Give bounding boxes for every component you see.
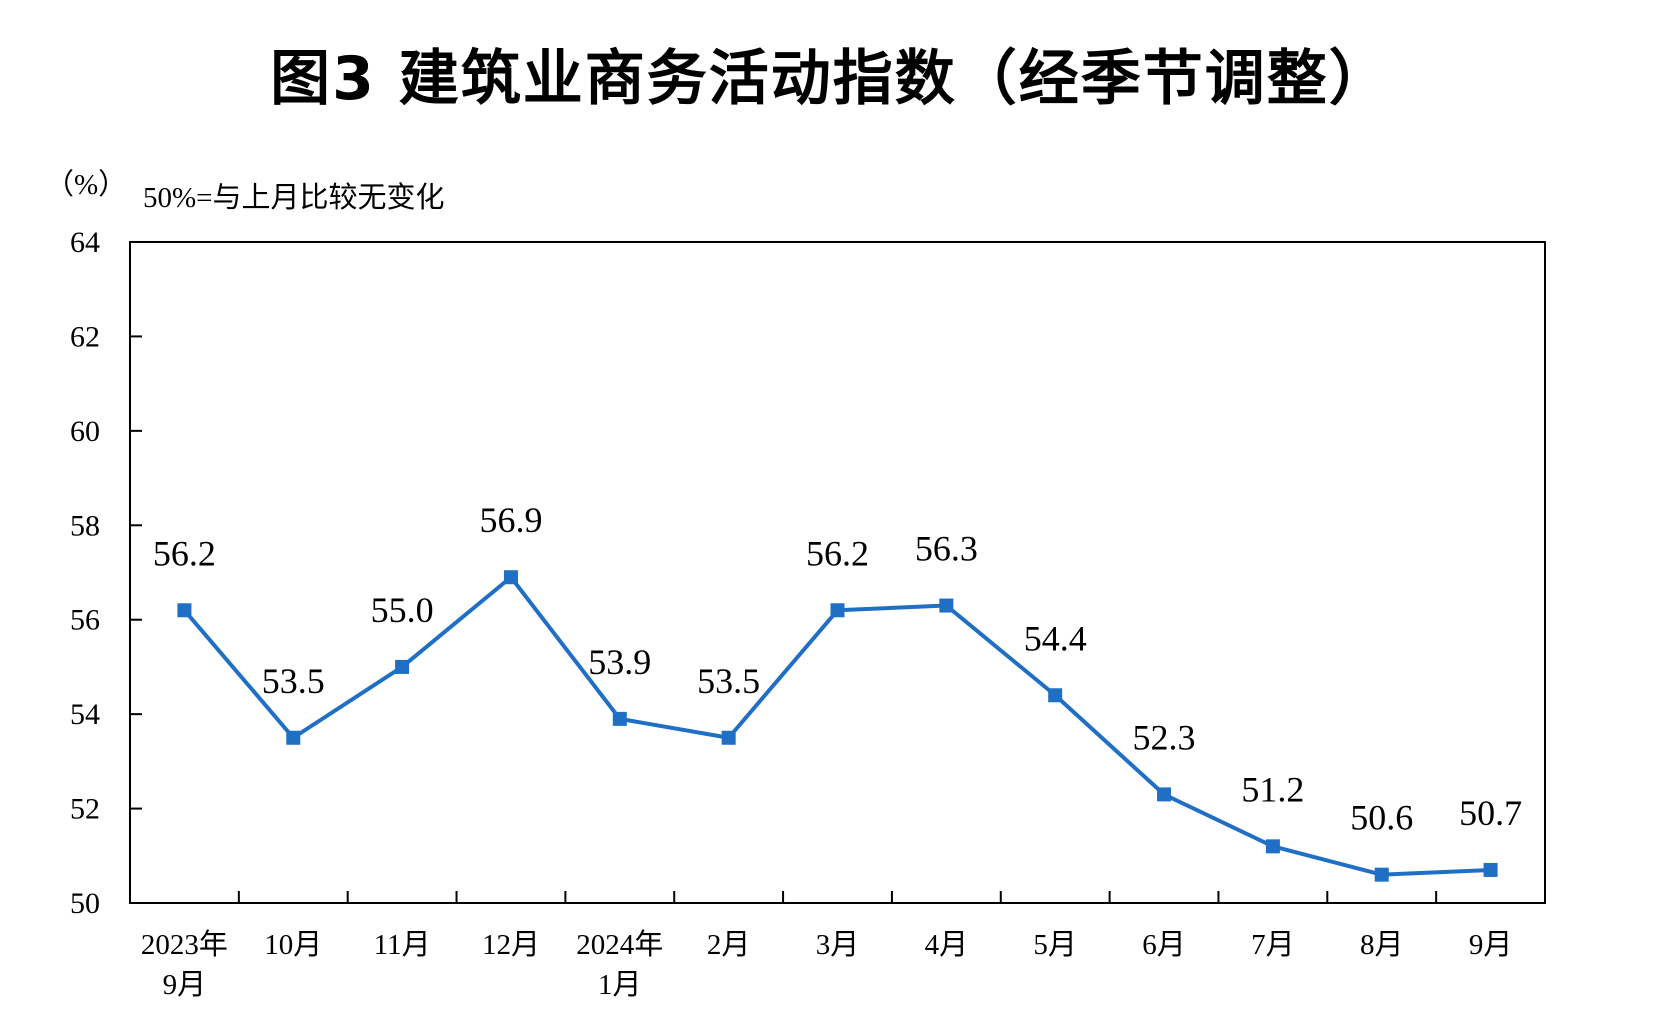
x-tick-label: 8月 <box>1360 929 1404 961</box>
series-markers <box>177 570 1498 882</box>
x-tick-label: 2023年 <box>141 928 228 961</box>
y-tick-label: 50 <box>70 887 100 920</box>
x-tick-label: 7月 <box>1251 929 1295 961</box>
data-value-label: 55.0 <box>371 590 434 630</box>
data-point-marker <box>1265 839 1280 854</box>
y-tick-label: 64 <box>70 226 100 259</box>
data-point-marker <box>1374 867 1389 882</box>
data-point-marker <box>1483 862 1498 877</box>
data-value-label: 56.3 <box>915 529 978 569</box>
x-tick-label: 12月 <box>482 929 540 961</box>
data-point-marker <box>503 570 518 585</box>
data-point-marker <box>1048 688 1063 703</box>
data-point-marker <box>939 598 954 613</box>
x-tick-label: 3月 <box>816 929 860 961</box>
x-tick-label: 9月 <box>1469 929 1513 961</box>
y-tick-label: 62 <box>70 320 100 353</box>
data-point-marker <box>830 603 845 618</box>
x-tick-label: 5月 <box>1033 929 1077 961</box>
data-value-label: 54.4 <box>1024 618 1087 658</box>
x-tick-label: 4月 <box>925 929 969 961</box>
x-tick-label: 6月 <box>1142 929 1186 961</box>
x-tick-label: 9月 <box>163 969 207 1001</box>
y-tick-label: 52 <box>70 793 100 826</box>
x-tick-label: 2024年 <box>576 928 663 961</box>
data-value-label: 50.7 <box>1459 793 1522 833</box>
baseline-annotation: 50%=与上月比较无变化 <box>143 181 445 214</box>
y-tick-label: 56 <box>70 604 100 637</box>
data-value-label: 53.5 <box>697 661 760 701</box>
x-tick-label: 11月 <box>374 929 431 961</box>
plot-area-frame <box>129 241 1546 904</box>
x-tick-label: 10月 <box>264 929 322 961</box>
data-point-marker <box>612 711 627 726</box>
y-axis: 50 52 54 56 58 60 62 64 <box>70 226 142 920</box>
data-value-label: 56.2 <box>806 533 869 573</box>
data-point-marker <box>721 730 736 745</box>
x-tick-label: 1月 <box>598 969 642 1001</box>
y-tick-label: 54 <box>70 698 100 731</box>
data-point-marker <box>395 659 410 674</box>
data-point-marker <box>177 603 192 618</box>
x-tick-label: 2月 <box>707 929 751 961</box>
data-labels: 56.2 53.5 55.0 56.9 53.9 53.5 56.2 56.3 54.4 52.3… <box>153 500 1522 837</box>
data-value-label: 53.9 <box>588 642 651 682</box>
y-tick-label: 58 <box>70 509 100 542</box>
data-value-label: 53.5 <box>262 661 325 701</box>
data-value-label: 56.2 <box>153 533 216 573</box>
y-axis-unit-label: （%） <box>45 169 127 201</box>
y-tick-label: 60 <box>70 415 100 448</box>
data-value-label: 56.9 <box>479 500 542 540</box>
chart-title: 图3 建筑业商务活动指数（经季节调整） <box>270 44 1391 114</box>
data-value-label: 50.6 <box>1350 798 1413 838</box>
x-axis: 2023年 9月 10月 11月 12月 2024年 1月 2月 3月 4月 5月 6月 7月 8月 9月 <box>141 891 1512 1001</box>
data-value-label: 51.2 <box>1241 769 1304 809</box>
data-point-marker <box>286 730 301 745</box>
data-point-marker <box>1157 787 1172 802</box>
data-value-label: 52.3 <box>1133 717 1196 757</box>
